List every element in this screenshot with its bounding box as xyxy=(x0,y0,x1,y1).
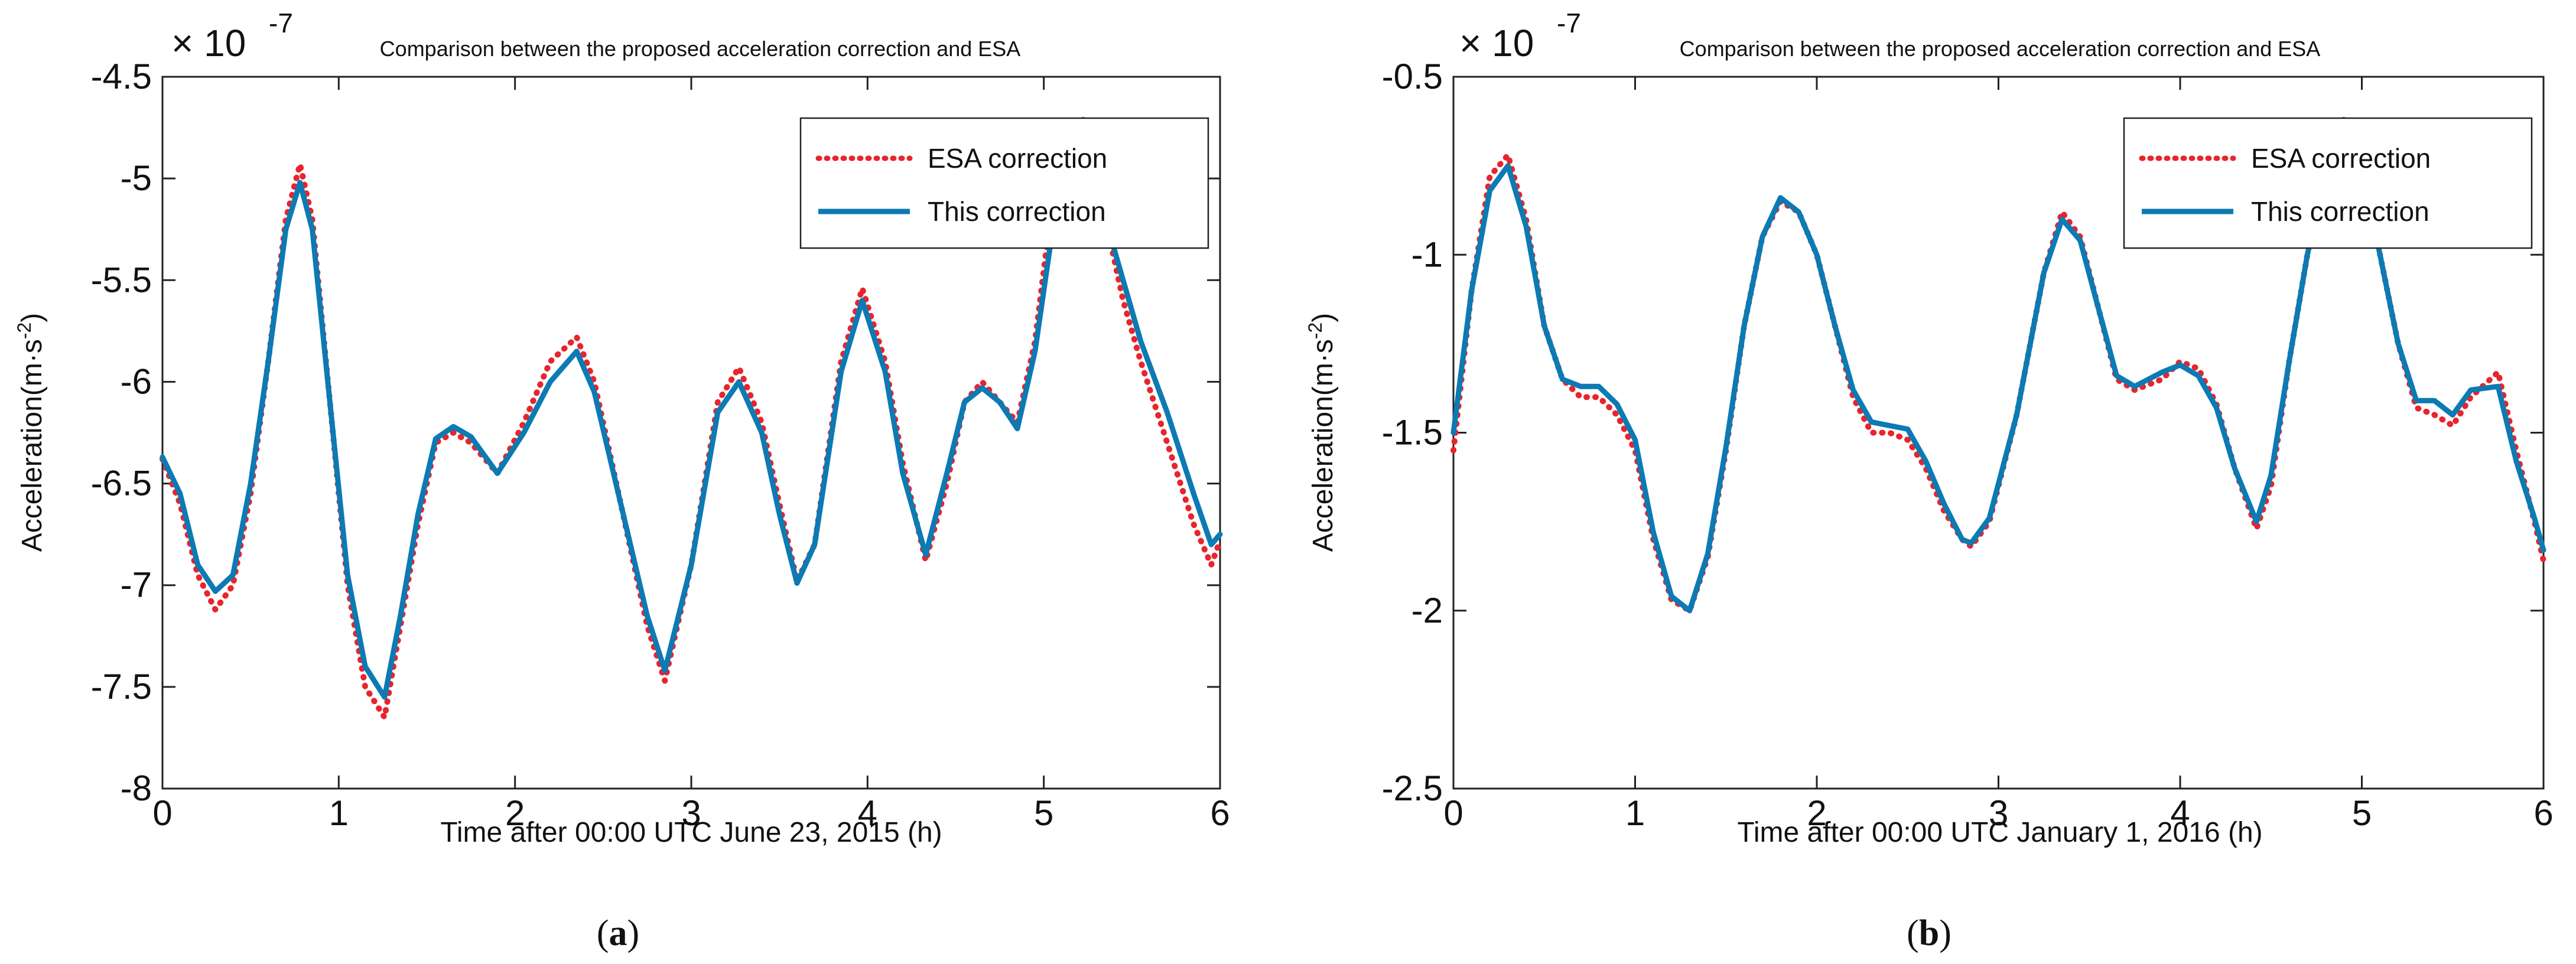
y-axis-label-b: Acceleration(m·s-2) xyxy=(1305,313,1339,552)
legend-label-this-b: This correction xyxy=(2251,196,2429,227)
x-tick-labels-a: 0 1 2 3 4 5 6 xyxy=(152,793,1230,833)
y-tick-label-b: -1 xyxy=(1411,235,1443,274)
panel-label-open-b: ( xyxy=(1907,913,1919,953)
y-exponent-base-a: × 10 xyxy=(171,22,246,64)
y-exponent-power-a: -7 xyxy=(269,8,293,38)
y-axis-label-sup-a: -2 xyxy=(14,323,35,339)
y-tick-label-a: -6 xyxy=(121,362,152,401)
x-tick-label-a: 0 xyxy=(152,793,172,833)
y-tick-label-b: -1.5 xyxy=(1382,413,1443,452)
y-axis-label-main-b: Acceleration(m·s xyxy=(1307,339,1339,552)
y-tick-label-b: -0.5 xyxy=(1382,57,1443,96)
legend-box-b xyxy=(2123,117,2533,249)
panel-label-open-a: ( xyxy=(597,913,609,953)
legend-label-esa-b: ESA correction xyxy=(2251,143,2431,174)
y-tick-label-b: -2 xyxy=(1411,591,1443,630)
y-axis-label-close-a: ) xyxy=(17,313,48,323)
x-tick-label-a: 1 xyxy=(329,793,349,833)
legend-label-this-a: This correction xyxy=(928,196,1106,227)
x-tick-label-b: 5 xyxy=(2352,793,2372,833)
panel-label-close-b: ) xyxy=(1939,913,1951,953)
x-tick-label-b: 0 xyxy=(1443,793,1463,833)
panel-label-letter-a: a xyxy=(609,913,627,953)
y-tick-labels-b: -2.5 -2 -1.5 -1 -0.5 xyxy=(1382,57,1443,808)
axis-ticks-b xyxy=(1452,76,2545,790)
x-tick-label-b: 3 xyxy=(1989,793,2008,833)
y-axis-label-main-a: Acceleration(m·s xyxy=(17,339,48,552)
x-tick-label-b: 4 xyxy=(2170,793,2190,833)
y-tick-label-a: -8 xyxy=(121,768,152,808)
panel-label-b: (b) xyxy=(1907,913,1951,953)
legend-box-a xyxy=(799,117,1209,249)
y-axis-label-close-b: ) xyxy=(1307,313,1339,323)
y-tick-label-a: -5.5 xyxy=(91,260,152,299)
y-axis-label-a: Acceleration(m·s-2) xyxy=(14,313,48,552)
y-tick-label-a: -7.5 xyxy=(91,667,152,706)
panel-label-letter-b: b xyxy=(1919,913,1939,953)
x-tick-label-a: 3 xyxy=(681,793,701,833)
panel-label-a: (a) xyxy=(597,913,639,953)
y-exponent-a: × 10 -7 xyxy=(171,8,293,64)
chart-panel-b: -2.5 -2 -1.5 -1 -0.5 0 1 2 3 4 5 6 × 10 -7 Compari… xyxy=(1305,8,2554,953)
x-tick-label-b: 1 xyxy=(1625,793,1645,833)
y-exponent-base-b: × 10 xyxy=(1459,22,1534,64)
y-axis-label-sup-b: -2 xyxy=(1305,323,1326,339)
y-tick-label-a: -7 xyxy=(121,565,152,605)
x-tick-label-b: 2 xyxy=(1807,793,1826,833)
x-tick-label-a: 6 xyxy=(1210,793,1230,833)
y-tick-label-b: -2.5 xyxy=(1382,768,1443,808)
y-tick-label-a: -4.5 xyxy=(91,57,152,96)
y-exponent-b: × 10 -7 xyxy=(1459,8,1581,64)
chart-panel-a: -8 -7.5 -7 -6.5 -6 -5.5 -5 -4.5 0 1 2 3 4 5 6 × 10 -7… xyxy=(14,8,1230,953)
chart-title-b: Comparison between the proposed accelera… xyxy=(1680,37,2321,61)
legend-a: ESA correction This correction xyxy=(799,117,1209,249)
legend-label-esa-a: ESA correction xyxy=(928,143,1107,174)
x-axis-label-a: Time after 00:00 UTC June 23, 2015 (h) xyxy=(440,817,942,848)
chart-title-a: Comparison between the proposed accelera… xyxy=(380,37,1021,61)
x-tick-label-a: 5 xyxy=(1034,793,1053,833)
x-tick-label-a: 4 xyxy=(858,793,877,833)
x-axis-label-b: Time after 00:00 UTC January 1, 2016 (h) xyxy=(1737,817,2262,848)
x-tick-labels-b: 0 1 2 3 4 5 6 xyxy=(1443,793,2553,833)
panel-label-close-a: ) xyxy=(627,913,640,953)
x-tick-label-a: 2 xyxy=(505,793,525,833)
y-tick-labels-a: -8 -7.5 -7 -6.5 -6 -5.5 -5 -4.5 xyxy=(91,57,152,808)
legend-b: ESA correction This correction xyxy=(2123,117,2533,249)
x-tick-label-b: 6 xyxy=(2533,793,2553,833)
y-tick-label-a: -5 xyxy=(121,158,152,198)
y-tick-label-a: -6.5 xyxy=(91,464,152,503)
y-exponent-power-b: -7 xyxy=(1557,8,1581,38)
